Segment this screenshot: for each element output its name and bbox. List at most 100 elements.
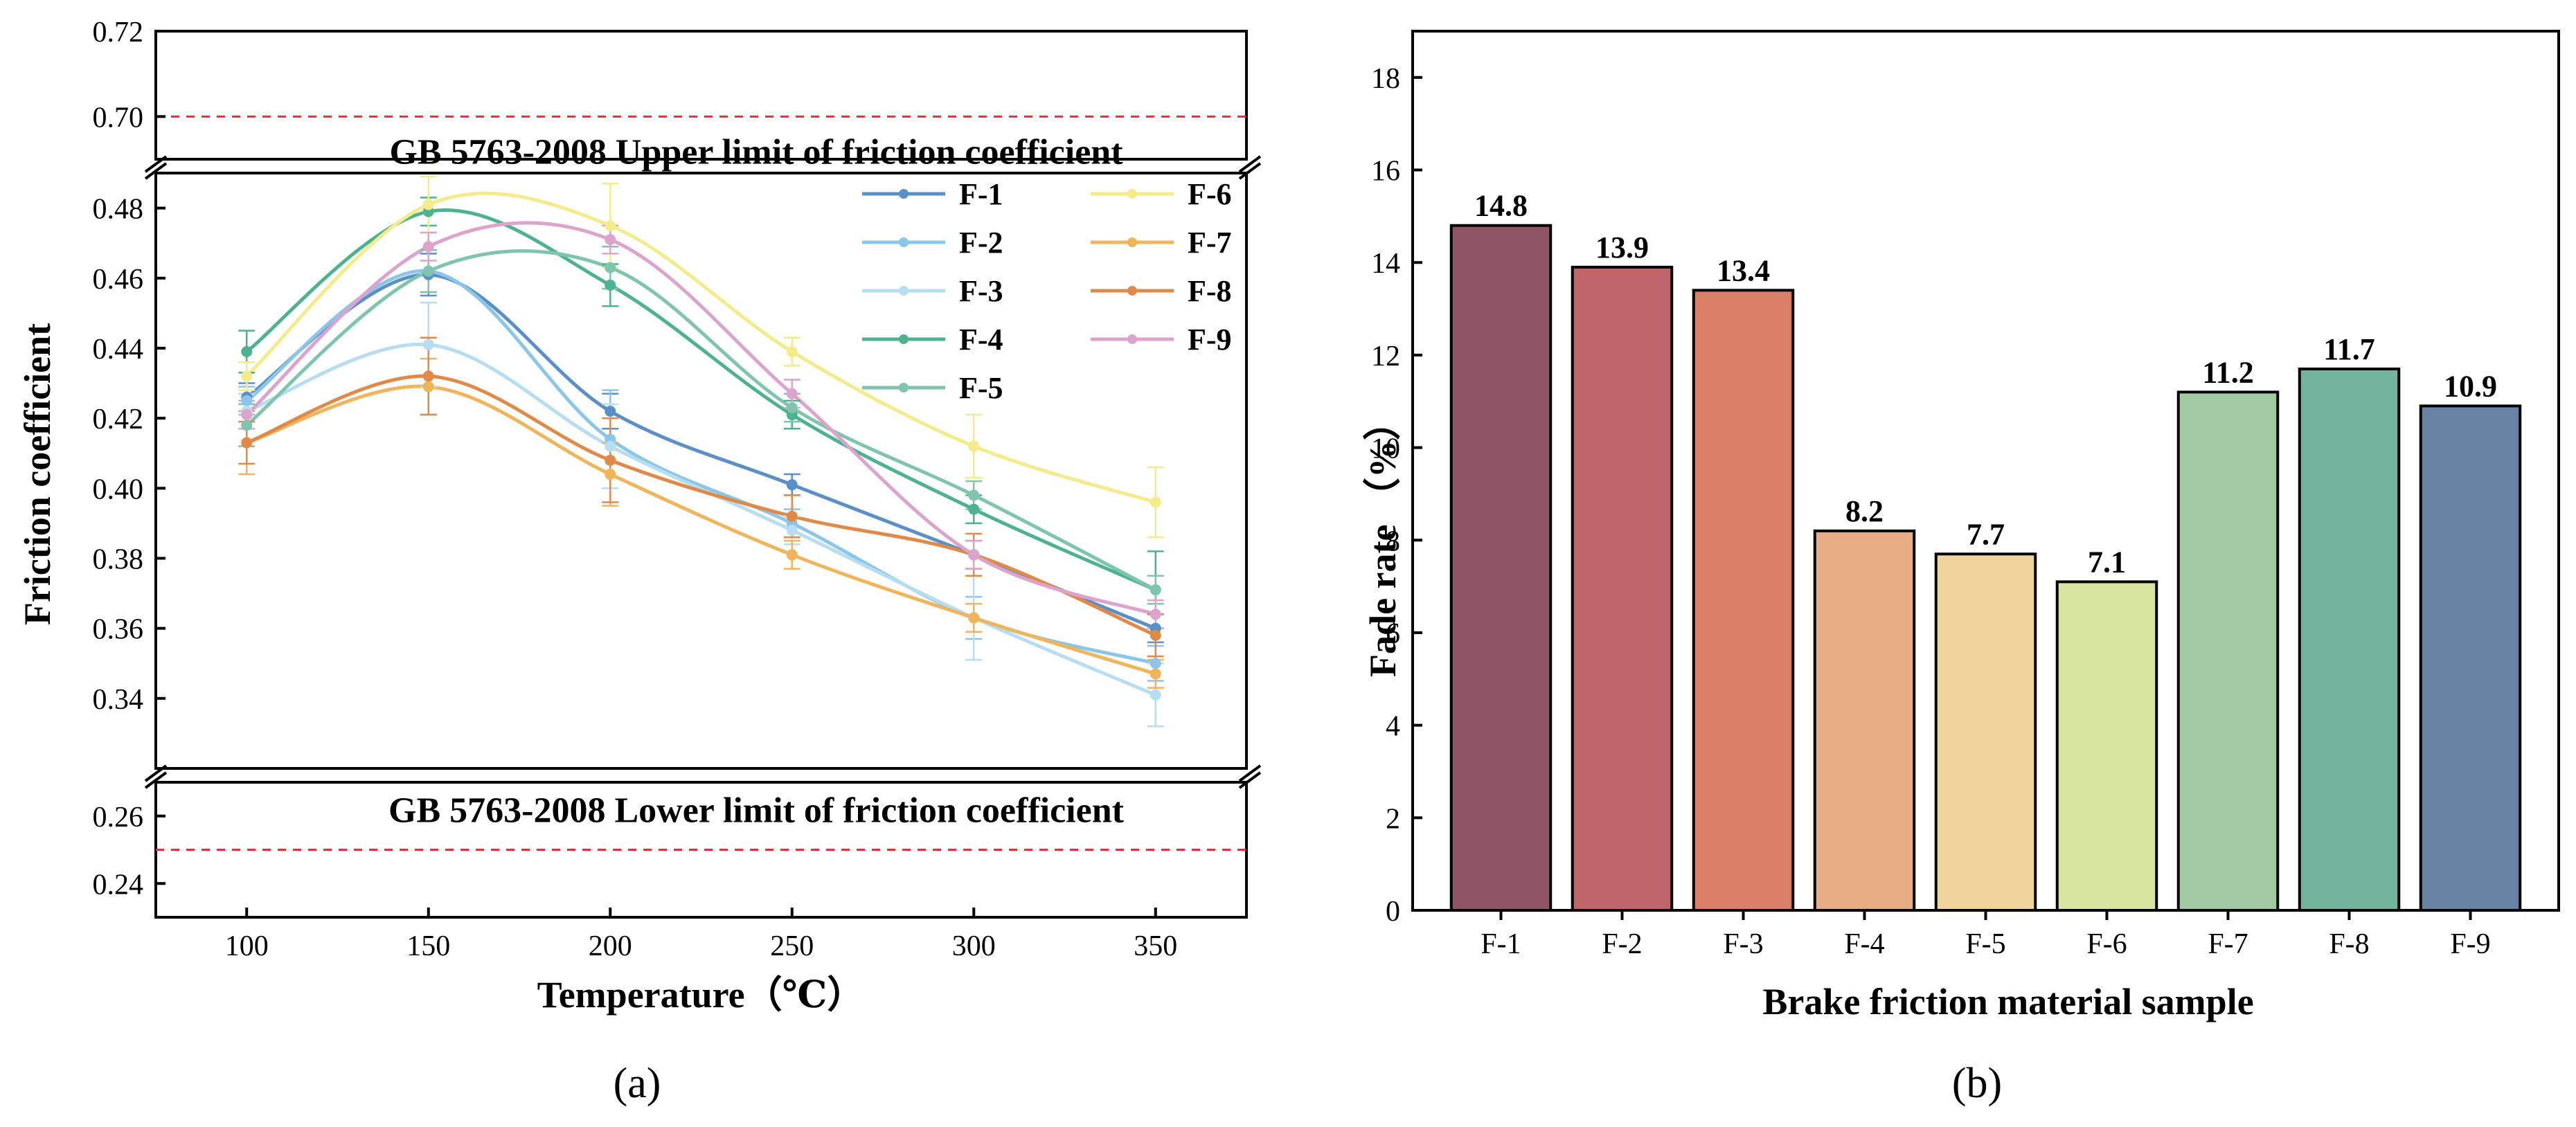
x-tick-label: F-6 [2086,928,2127,960]
series-line-f-5 [245,249,1156,592]
data-point [968,489,980,501]
data-point [786,388,798,399]
x-tick-label: F-5 [1965,928,2005,960]
bar-value-label: 11.2 [2202,355,2254,389]
y-tick-label: 12 [1371,341,1400,372]
legend-label: F-5 [959,371,1003,405]
data-point [786,549,798,561]
data-point [605,469,616,480]
legend-marker [899,383,909,393]
data-point [241,437,253,449]
data-point [241,420,253,431]
x-axis-label: Temperature（℃） [537,974,865,1016]
bar-f-5 [1934,552,2037,912]
x-axis-label: Brake friction material sample [1762,981,2253,1022]
x-tick-label: F-8 [2329,928,2369,960]
legend-label: F-7 [1188,226,1232,260]
series-line-f-3 [246,342,1156,697]
friction-chart: GB 5763-2008 Upper limit of friction coe… [17,17,1262,1107]
data-point [422,265,434,277]
y-tick-label: 0.42 [93,404,144,435]
y-axis-label: Fade rate （%） [1362,403,1404,677]
y-tick-label: 18 [1371,63,1400,95]
data-point [422,370,434,382]
y-tick-label: 8 [1386,525,1400,557]
data-point [422,381,434,393]
data-point [241,346,253,357]
y-tick-label: 0.44 [93,334,144,366]
y-tick-label: 0.48 [93,194,144,226]
reference-line-label: GB 5763-2008 Upper limit of friction coe… [389,132,1123,172]
bar-f-7 [2176,390,2280,912]
bar-value-label: 11.7 [2323,332,2375,366]
bar-value-label: 13.9 [1595,231,1649,264]
bar-f-6 [2055,580,2158,912]
y-tick-label: 0 [1386,896,1400,928]
legend-marker [1127,237,1137,247]
y-tick-label: 0.26 [93,802,144,833]
bar-f-2 [1571,265,1674,912]
data-point [1150,584,1161,595]
y-tick-label: 0.40 [93,474,144,505]
legend-marker [899,237,909,247]
bar-value-label: 7.1 [2088,545,2126,579]
data-point [605,279,616,291]
legend-marker [1127,189,1137,199]
y-tick-label: 0.72 [93,17,144,48]
bar-f-1 [1449,224,1553,912]
data-point [1150,496,1161,508]
y-tick-label: 10 [1371,433,1400,465]
y-tick-label: 0.70 [93,102,144,134]
bar-f-3 [1692,289,1795,912]
series-line-f-9 [245,221,1156,616]
series-line-f-7 [246,384,1156,676]
data-point [241,395,253,406]
x-tick-label: F-9 [2450,928,2490,960]
data-point [605,440,616,452]
x-tick-label: 200 [589,930,632,962]
legend-marker [1127,286,1137,296]
data-point [786,402,798,413]
data-point [968,503,980,515]
data-point [605,262,616,273]
y-tick-label: 16 [1371,156,1400,188]
x-tick-label: 250 [770,930,814,962]
x-tick-label: F-3 [1723,928,1763,960]
bar-f-9 [2419,404,2522,912]
bar-f-4 [1813,529,1916,912]
y-tick-label: 0.24 [93,869,144,901]
y-tick-label: 6 [1386,618,1400,650]
data-point [786,346,798,357]
legend-marker [899,286,909,296]
series-line-f-4 [245,208,1156,592]
bar-f-8 [2298,367,2401,912]
bar-value-label: 10.9 [2444,369,2497,403]
data-point [241,409,253,421]
y-tick-label: 0.34 [93,684,144,716]
data-point [605,406,616,417]
y-tick-label: 4 [1386,711,1400,743]
data-point [605,219,616,231]
data-point [422,241,434,253]
data-point [968,612,980,624]
x-tick-label: 100 [225,930,269,962]
upper-segment-frame [154,30,1248,161]
legend-label: F-3 [959,274,1003,308]
x-tick-label: 150 [406,930,450,962]
data-point [968,440,980,452]
legend-marker [1127,334,1137,344]
legend-label: F-1 [959,177,1003,211]
legend: F-1 F-2 F-3 F-4 F-5 F-6 F-7 F-8 F-9 [862,177,1232,405]
x-tick-label: 350 [1134,930,1177,962]
y-axis-label: Friction coefficient [17,323,58,625]
data-point [241,370,253,382]
data-point [1150,689,1161,701]
data-point [422,339,434,350]
x-tick-label: F-7 [2208,928,2248,960]
data-point [605,234,616,246]
axis-break-marks [144,155,1262,789]
bar-value-label: 7.7 [1967,517,2005,551]
data-point [786,510,798,522]
y-tick-label: 2 [1386,803,1400,835]
